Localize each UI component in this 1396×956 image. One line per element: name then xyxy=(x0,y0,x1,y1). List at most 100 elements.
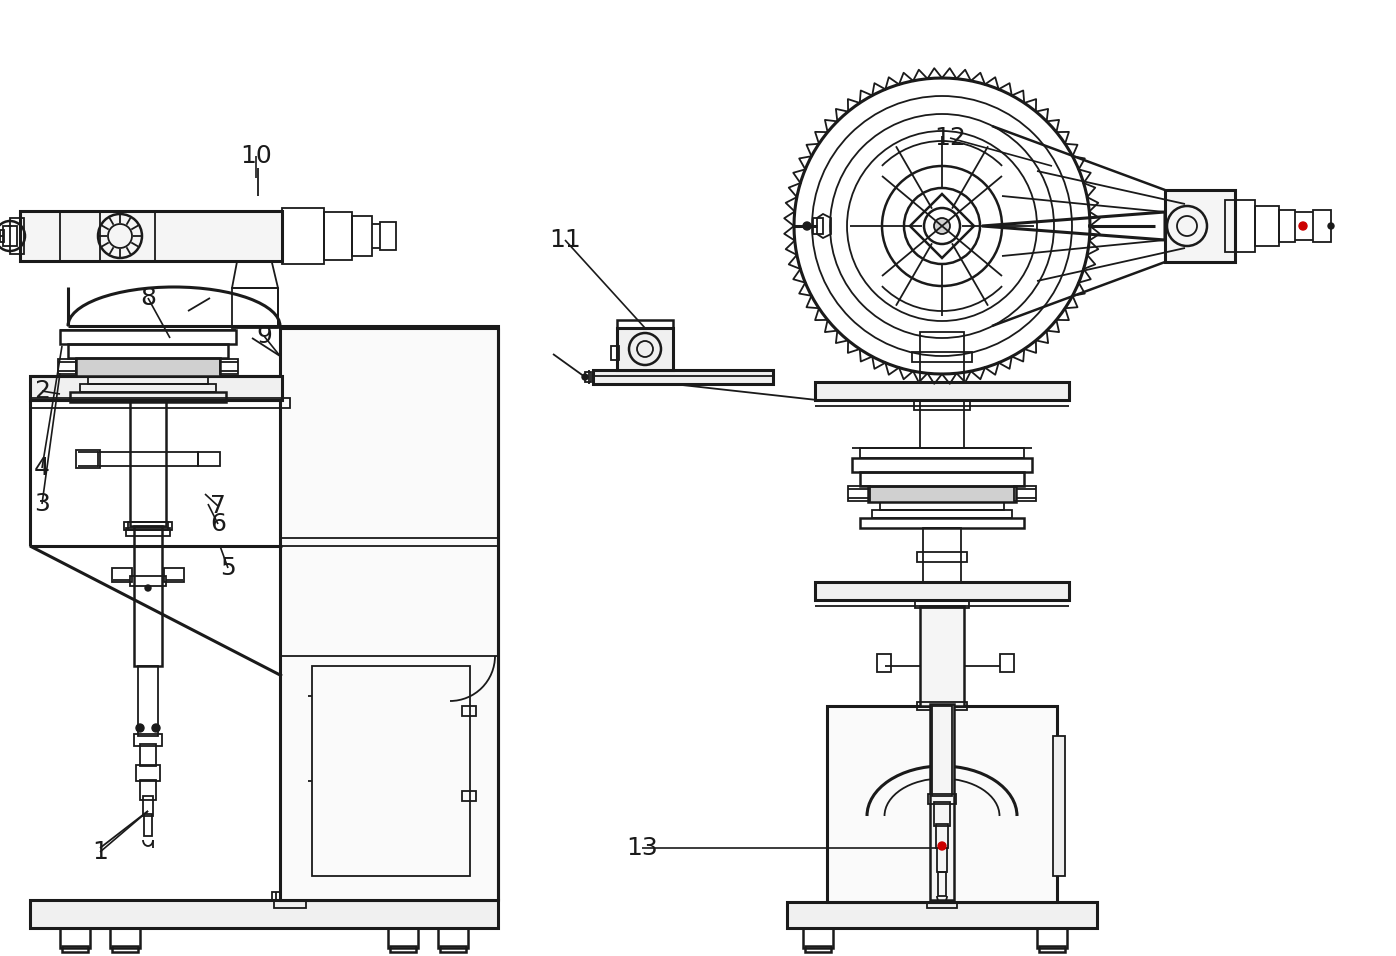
Bar xyxy=(877,654,891,672)
Bar xyxy=(805,946,831,952)
Bar xyxy=(311,666,470,876)
Bar xyxy=(1226,200,1255,252)
Bar xyxy=(68,344,228,358)
Bar xyxy=(815,582,1069,600)
Circle shape xyxy=(582,374,588,380)
Bar xyxy=(935,688,949,698)
Bar xyxy=(135,765,161,781)
Bar xyxy=(75,450,101,468)
Bar xyxy=(144,814,152,836)
Bar xyxy=(585,372,591,382)
Bar xyxy=(787,902,1097,928)
Bar xyxy=(1037,928,1067,948)
Bar xyxy=(917,702,967,710)
Bar xyxy=(352,216,371,256)
Bar xyxy=(198,452,221,466)
Bar xyxy=(852,458,1032,472)
Bar xyxy=(282,208,324,264)
Bar xyxy=(438,928,468,948)
Bar xyxy=(879,502,1004,510)
Bar xyxy=(938,872,946,896)
Bar xyxy=(937,848,946,872)
Bar xyxy=(142,796,154,816)
Bar xyxy=(593,370,773,384)
Bar xyxy=(70,392,226,402)
Bar xyxy=(272,892,309,900)
Text: 4: 4 xyxy=(34,456,50,480)
Circle shape xyxy=(934,218,951,234)
Bar xyxy=(1039,946,1065,952)
Bar xyxy=(221,359,237,374)
Bar xyxy=(140,744,156,766)
Circle shape xyxy=(938,842,946,850)
Bar xyxy=(29,376,282,400)
Bar xyxy=(860,472,1025,486)
Bar xyxy=(3,226,17,246)
Bar xyxy=(130,576,166,586)
Bar xyxy=(860,518,1025,528)
Bar xyxy=(1166,190,1235,262)
Bar xyxy=(88,376,208,384)
Bar xyxy=(920,606,965,706)
Bar xyxy=(112,568,133,582)
Bar xyxy=(803,928,833,948)
Text: 12: 12 xyxy=(934,126,966,150)
Bar xyxy=(130,400,166,526)
Bar xyxy=(920,382,965,448)
Bar xyxy=(124,522,172,530)
Bar xyxy=(1053,736,1065,876)
Bar xyxy=(920,332,965,382)
Bar xyxy=(29,398,290,408)
Bar xyxy=(59,359,75,374)
Text: 6: 6 xyxy=(209,512,226,536)
Text: 13: 13 xyxy=(627,836,658,860)
Bar xyxy=(930,704,953,900)
Bar xyxy=(928,794,956,804)
Bar xyxy=(872,510,1012,518)
Bar xyxy=(60,330,236,344)
Bar xyxy=(60,928,89,948)
Bar xyxy=(389,946,416,952)
Circle shape xyxy=(803,222,811,230)
Bar xyxy=(0,230,4,242)
Bar xyxy=(1255,206,1279,246)
Bar xyxy=(281,326,498,900)
Circle shape xyxy=(1300,222,1307,230)
Bar xyxy=(462,706,476,716)
Bar xyxy=(110,928,140,948)
Bar xyxy=(20,211,282,261)
Bar xyxy=(324,212,352,260)
Bar xyxy=(232,288,278,328)
Text: 11: 11 xyxy=(549,228,581,252)
Bar xyxy=(815,382,1069,400)
Bar xyxy=(914,400,970,410)
Bar xyxy=(617,328,673,370)
Bar xyxy=(462,791,476,801)
Bar xyxy=(934,802,951,826)
Bar xyxy=(75,358,221,376)
Text: 1: 1 xyxy=(92,840,107,864)
Text: 10: 10 xyxy=(240,144,272,168)
Bar xyxy=(826,706,1057,902)
Bar xyxy=(138,666,158,736)
Bar xyxy=(128,522,168,530)
Text: 8: 8 xyxy=(140,286,156,310)
Bar xyxy=(134,526,162,666)
Bar xyxy=(1279,210,1295,242)
Text: 2: 2 xyxy=(34,379,50,403)
Bar xyxy=(1013,486,1036,501)
Bar xyxy=(29,900,498,928)
Bar xyxy=(611,346,618,360)
Circle shape xyxy=(135,724,144,732)
Bar xyxy=(440,946,466,952)
Bar xyxy=(923,528,960,582)
Bar xyxy=(847,486,870,501)
Circle shape xyxy=(145,585,151,591)
Bar xyxy=(926,892,959,900)
Bar xyxy=(1314,210,1330,242)
Bar xyxy=(933,706,952,796)
Bar xyxy=(935,824,948,848)
Bar xyxy=(1000,654,1013,672)
Circle shape xyxy=(1328,223,1335,229)
Bar xyxy=(61,946,88,952)
